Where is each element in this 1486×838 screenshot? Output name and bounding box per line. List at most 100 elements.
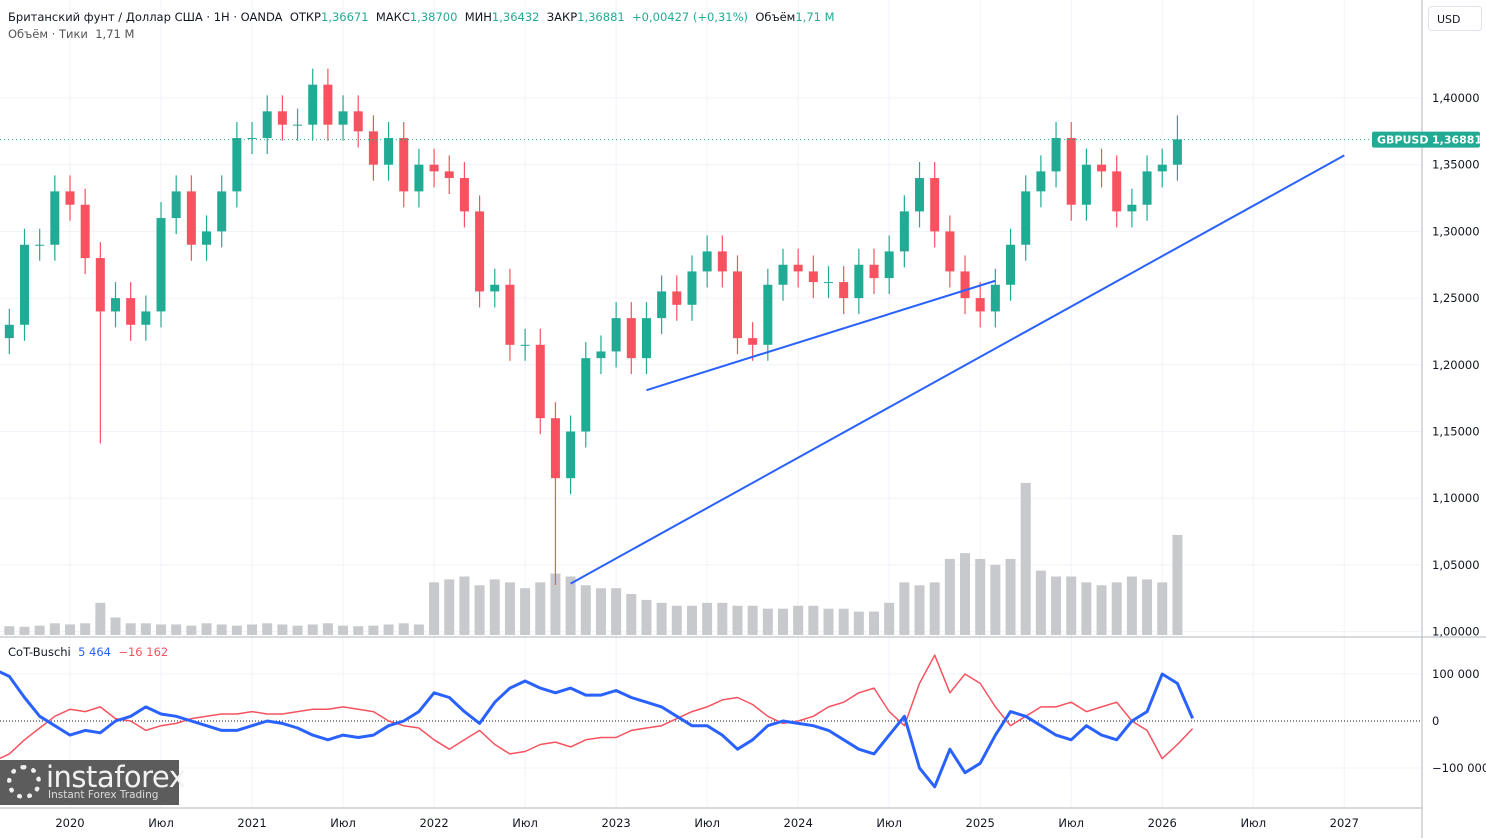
volume-bar — [1111, 582, 1122, 635]
candle-body — [793, 264, 803, 272]
time-axis-label: 2025 — [966, 816, 995, 830]
candle-body — [35, 244, 45, 246]
volume-bar — [156, 624, 167, 635]
candle-body — [1157, 164, 1167, 172]
time-axis-label: 2020 — [55, 816, 84, 830]
candle-body — [80, 204, 90, 259]
candle-body — [308, 84, 318, 125]
time-axis-label: Июл — [876, 816, 902, 830]
price-axis-label: 1,15000 — [1432, 425, 1480, 439]
candle-body — [839, 282, 849, 299]
volume-bar — [671, 605, 682, 635]
cot-long-value: 5 464 — [78, 645, 112, 659]
volume-bar — [186, 625, 197, 635]
volume-bar — [292, 625, 303, 635]
cot-title: CoT-Buschi — [8, 645, 71, 659]
symbol-legend: Британский фунт / Доллар США · 1Н · OAND… — [8, 10, 835, 24]
volume-bar — [504, 582, 515, 635]
time-axis-label: Июл — [512, 816, 538, 830]
volume-bar — [383, 624, 394, 635]
volume-bar — [732, 605, 743, 635]
instaforex-logo-icon — [7, 765, 41, 799]
currency-button[interactable]: USD — [1428, 6, 1482, 31]
candle-body — [566, 431, 576, 479]
low-label: МИН — [464, 10, 492, 24]
candle-body — [490, 284, 500, 292]
volume-bar — [171, 624, 182, 635]
volume-bar — [975, 558, 986, 635]
candle-body — [202, 231, 212, 245]
volume-bar — [823, 608, 834, 635]
candle-body — [1021, 191, 1031, 245]
volume-label: Объём — [755, 10, 796, 24]
volume-study-legend[interactable]: Объём · Тики 1,71 M — [8, 27, 134, 41]
volume-bar — [1157, 582, 1168, 635]
cot-axis-label: 100 000 — [1432, 667, 1480, 681]
volume-bar — [595, 588, 606, 635]
volume-bar — [641, 599, 652, 635]
candle-body — [550, 418, 560, 479]
volume-bar — [960, 553, 971, 635]
volume-bar — [247, 624, 258, 635]
candle-body — [611, 318, 621, 352]
candle-body — [535, 344, 545, 419]
candle-body — [459, 178, 469, 212]
candle-body — [444, 171, 454, 179]
trendline — [646, 279, 996, 392]
volume-bar — [140, 623, 151, 635]
volume-bar — [489, 579, 500, 635]
volume-bar — [353, 626, 364, 635]
candle-body — [353, 111, 363, 132]
close-value: 1,36881 — [577, 10, 625, 24]
cot-legend[interactable]: CoT-Buschi 5 464 −16 162 — [8, 645, 168, 659]
volume-bar — [929, 582, 940, 635]
volume-bar — [413, 624, 424, 635]
candle-body — [217, 191, 227, 232]
volume-bar — [474, 585, 485, 635]
volume-bar — [125, 623, 136, 635]
volume-bar — [580, 585, 591, 635]
candle-body — [884, 251, 894, 279]
volume-bar — [1066, 576, 1077, 635]
candle-body — [732, 271, 742, 339]
volume-bar — [717, 602, 728, 635]
volume-bar — [110, 617, 121, 635]
volume-bar — [656, 602, 667, 635]
close-label: ЗАКР — [546, 10, 578, 24]
volume-bar — [4, 626, 15, 635]
open-label: ОТКР — [289, 10, 321, 24]
volume-bar — [262, 623, 273, 635]
volume-bar — [444, 579, 455, 635]
volume-bar — [1142, 579, 1153, 635]
volume-bar — [626, 594, 637, 635]
instaforex-watermark: instaforex Instant Forex Trading — [0, 760, 186, 805]
volume-value: 1,71 M — [795, 10, 835, 24]
volume-bar — [899, 582, 910, 635]
volume-bar — [277, 624, 288, 635]
candle-body — [1112, 171, 1122, 212]
volume-bar — [201, 623, 212, 635]
volume-bar — [1126, 576, 1137, 635]
time-axis-label: 2023 — [601, 816, 630, 830]
volume-bar — [853, 611, 864, 635]
candle-body — [141, 311, 151, 325]
price-tag-bg — [1372, 131, 1480, 148]
candle-body — [808, 271, 818, 283]
cot-axis-label: −100 000 — [1432, 761, 1486, 775]
symbol-title: Британский фунт / Доллар США · 1Н · OAND… — [8, 10, 283, 24]
candle-body — [748, 338, 758, 345]
candle-body — [520, 344, 530, 346]
candle-body — [368, 131, 378, 165]
candle-body — [95, 258, 105, 312]
candle-body — [338, 111, 348, 125]
candle-body — [1006, 244, 1016, 285]
candle-body — [247, 138, 257, 140]
volume-bar — [793, 605, 804, 635]
price-axis-label: 1,00000 — [1432, 625, 1480, 639]
candle-body — [930, 178, 940, 232]
price-axis-label: 1,10000 — [1432, 491, 1480, 505]
price-axis-label: 1,20000 — [1432, 358, 1480, 372]
candle-body — [854, 264, 864, 299]
price-axis-label: 1,05000 — [1432, 558, 1480, 572]
